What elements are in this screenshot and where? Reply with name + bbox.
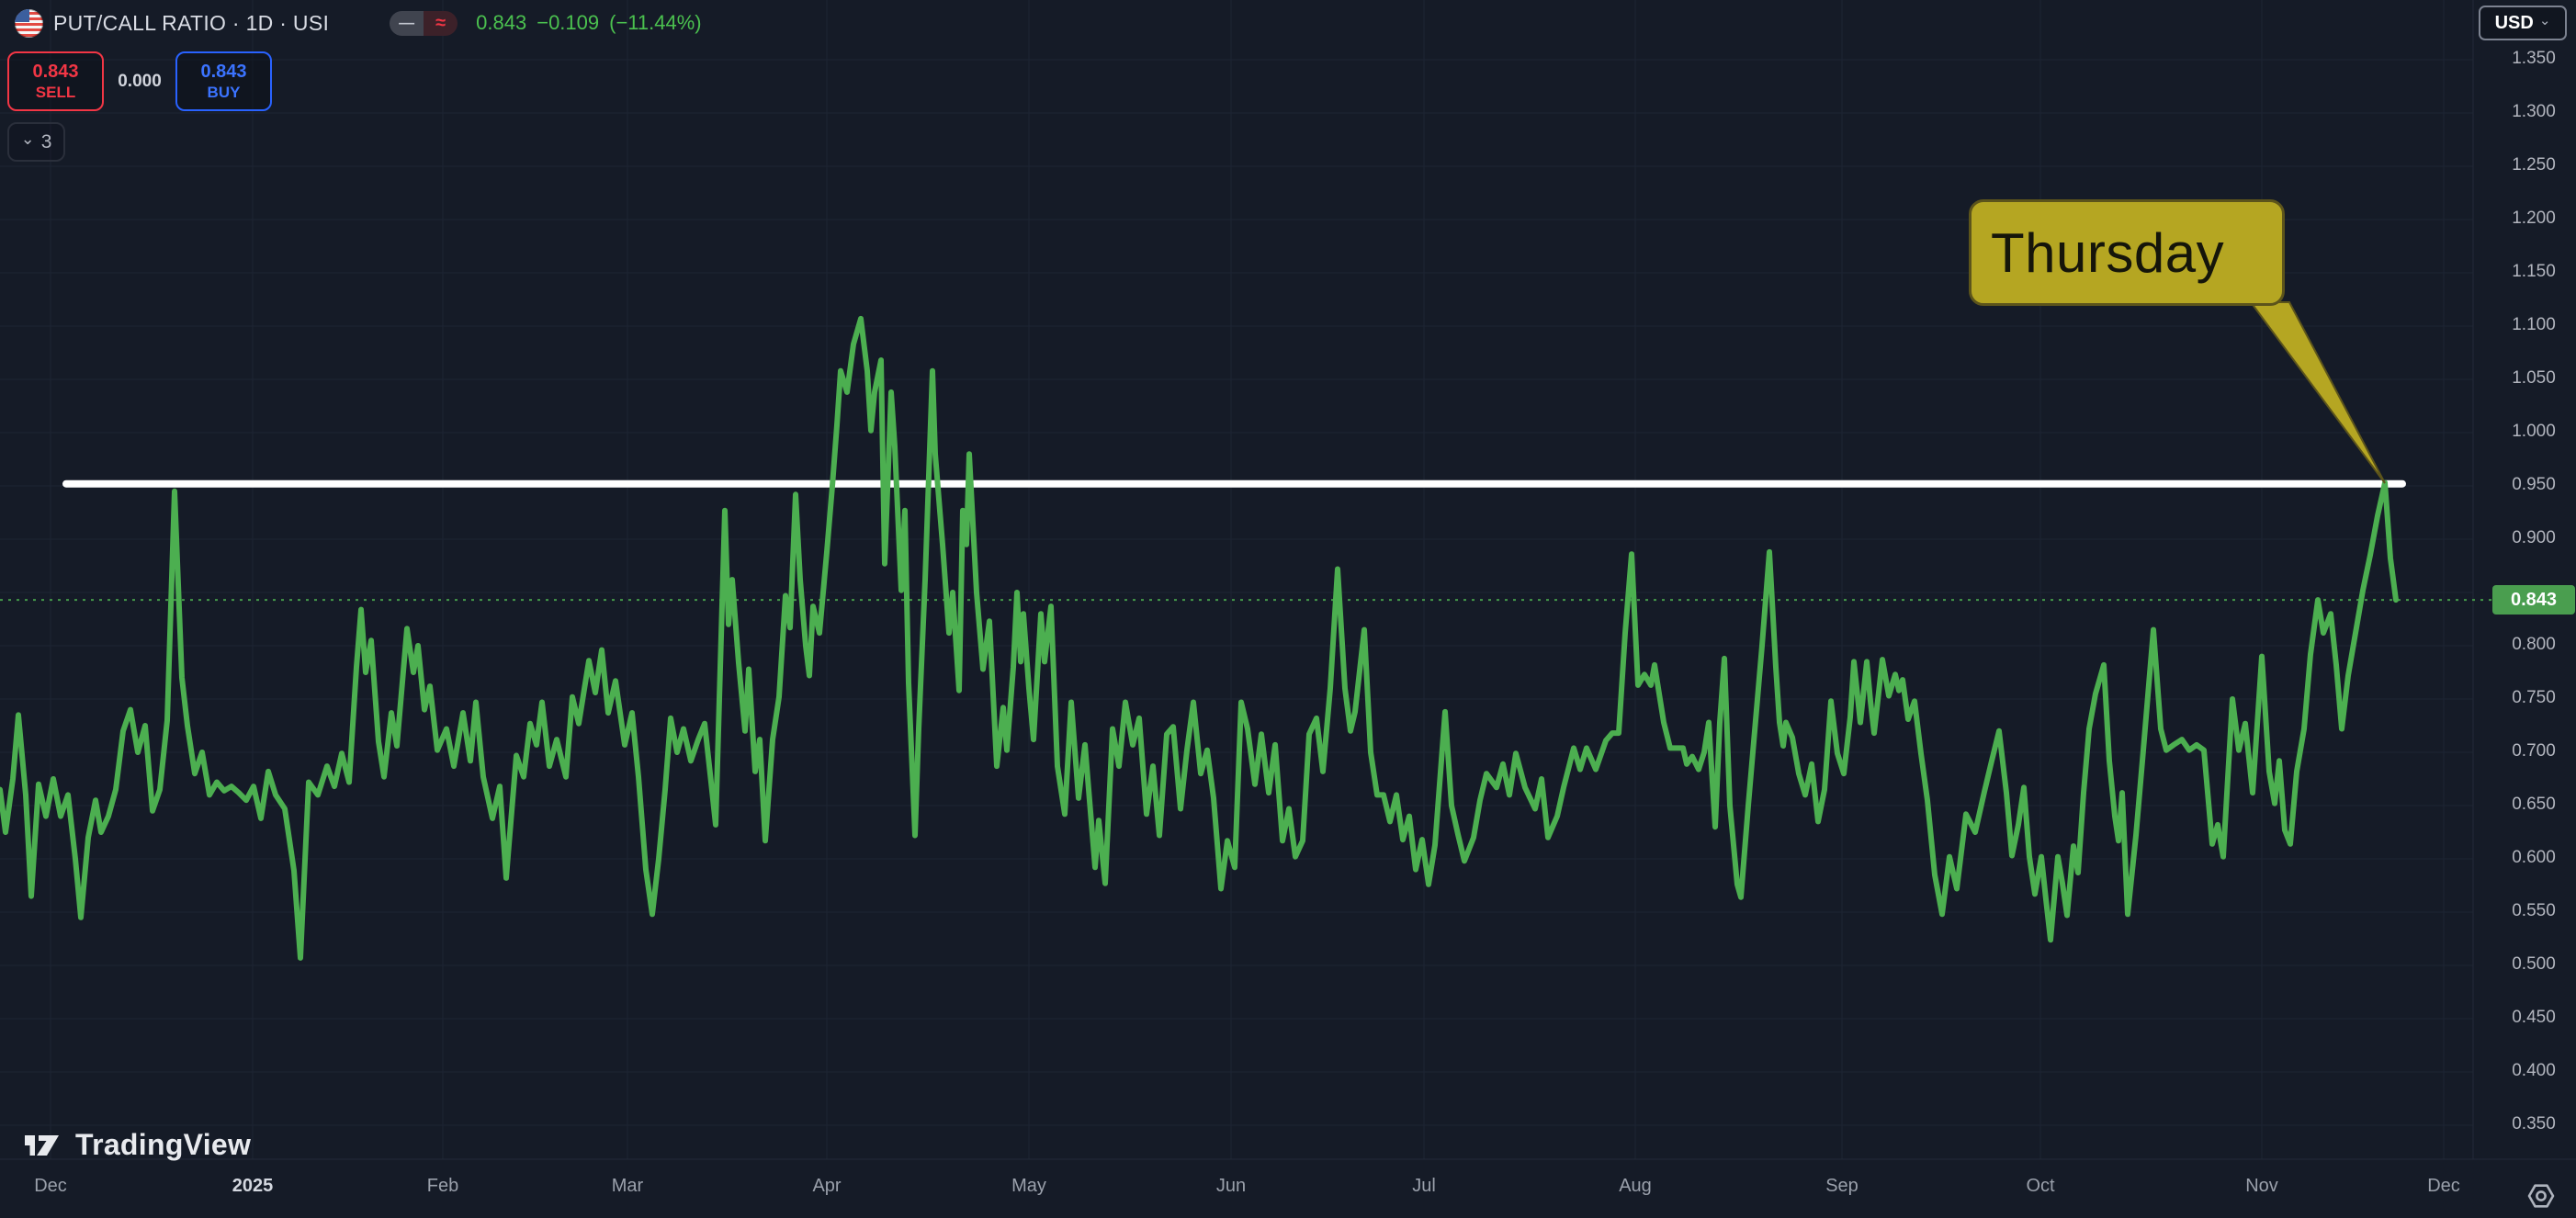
- price-axis-label: 0.650: [2512, 795, 2556, 814]
- time-axis-label: Oct: [2026, 1176, 2055, 1196]
- time-scale[interactable]: Dec 2025 Feb Mar Apr May Jun Jul Aug Sep Oct Nov Dec: [0, 1159, 2576, 1218]
- price-axis-label: 1.250: [2512, 155, 2556, 175]
- currency-label: USD: [2494, 12, 2534, 33]
- time-axis-label: Aug: [1619, 1176, 1652, 1196]
- watermark-text: TradingView: [75, 1128, 252, 1161]
- tradingview-watermark[interactable]: TradingView: [24, 1128, 251, 1162]
- annotation-text: Thursday: [1991, 221, 2225, 284]
- time-axis-label: Apr: [812, 1176, 842, 1196]
- buy-price: 0.843: [200, 62, 247, 82]
- price-axis-label: 1.050: [2512, 368, 2556, 388]
- price-change-percent: (−11.44%): [609, 11, 702, 34]
- sell-price: 0.843: [32, 62, 79, 82]
- time-axis-label: Feb: [426, 1176, 459, 1196]
- collapse-indicators-button[interactable]: ⌄ 3: [7, 122, 65, 162]
- sell-label: SELL: [35, 84, 76, 101]
- price-axis-label: 1.000: [2512, 422, 2556, 441]
- sell-button[interactable]: 0.843 SELL: [7, 51, 104, 111]
- time-axis-label: Sep: [1825, 1176, 1859, 1196]
- price-axis-label: 0.900: [2512, 528, 2556, 547]
- time-axis-label: Nov: [2245, 1176, 2278, 1196]
- symbol-legend: PUT/CALL RATIO · 1D · USI — ≈ 0.843 −0.1…: [15, 6, 702, 40]
- last-price-badge: 0.843: [2492, 585, 2575, 615]
- price-axis-label: 0.800: [2512, 635, 2556, 654]
- chevron-down-icon: ⌄: [20, 129, 35, 148]
- price-axis-label: 1.100: [2512, 315, 2556, 334]
- time-axis-label: Jul: [1412, 1176, 1436, 1196]
- us-flag-icon: [15, 8, 43, 38]
- quote-values: 0.843 −0.109 (−11.44%): [476, 11, 701, 35]
- time-axis-label: Dec: [2427, 1176, 2460, 1196]
- price-axis-label: 1.200: [2512, 209, 2556, 228]
- symbol-title[interactable]: PUT/CALL RATIO · 1D · USI: [53, 10, 330, 35]
- price-change: −0.109: [537, 11, 600, 34]
- wave-indicator-toggle[interactable]: ≈: [424, 10, 458, 36]
- wave-icon: ≈: [435, 12, 446, 33]
- price-axis-label: 0.550: [2512, 901, 2556, 920]
- order-panel: 0.843 SELL 0.000 0.843 BUY: [7, 51, 272, 111]
- legend-toggles: — ≈: [390, 10, 458, 36]
- price-axis-label: 0.600: [2512, 848, 2556, 867]
- price-axis-label: 1.350: [2512, 49, 2556, 68]
- minus-icon: —: [399, 14, 415, 31]
- time-axis-label: May: [1011, 1176, 1046, 1196]
- chevron-down-icon: ⌄: [2538, 13, 2551, 28]
- price-axis-label: 1.150: [2512, 262, 2556, 281]
- annotation-balloon[interactable]: Thursday: [1969, 199, 2285, 306]
- price-axis-label: 0.500: [2512, 954, 2556, 974]
- price-axis-label: 0.350: [2512, 1114, 2556, 1133]
- time-axis-label: Dec: [34, 1176, 67, 1196]
- hide-indicator-toggle[interactable]: —: [390, 10, 424, 36]
- price-axis-label: 0.400: [2512, 1061, 2556, 1080]
- buy-label: BUY: [207, 84, 241, 101]
- price-axis-label: 1.300: [2512, 102, 2556, 121]
- buy-button[interactable]: 0.843 BUY: [175, 51, 272, 111]
- currency-dropdown[interactable]: USD ⌄: [2479, 6, 2567, 40]
- price-axis-label: 0.450: [2512, 1008, 2556, 1027]
- time-axis-year-label: 2025: [232, 1176, 274, 1196]
- price-axis-label: 0.950: [2512, 475, 2556, 494]
- spread-value: 0.000: [118, 71, 162, 91]
- timezone-settings-gear-icon[interactable]: [2526, 1181, 2556, 1211]
- price-scale[interactable]: 1.350 1.300 1.250 1.200 1.150 1.100 1.050 1.000…: [2473, 0, 2576, 1159]
- time-axis-label: Mar: [611, 1176, 644, 1196]
- last-price: 0.843: [476, 11, 527, 34]
- indicator-count: 3: [40, 130, 52, 152]
- price-axis-label: 0.700: [2512, 741, 2556, 761]
- time-axis-label: Jun: [1215, 1176, 1247, 1196]
- price-axis-label: 0.750: [2512, 688, 2556, 707]
- tradingview-logo-icon: [25, 1134, 59, 1156]
- annotation-pointer: [2249, 301, 2386, 484]
